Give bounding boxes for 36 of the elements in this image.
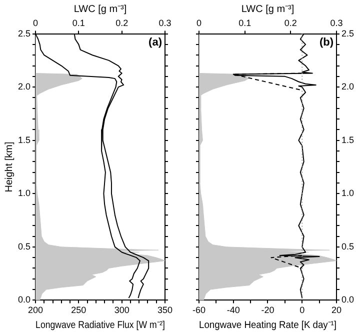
y-tick-label: 2.0 <box>341 82 354 92</box>
x-tick-label: 20 <box>331 305 342 316</box>
y-tick-label: 1.0 <box>341 188 354 198</box>
x2-axis-title: LWC [g m⁻³] <box>74 4 127 15</box>
annotation: (b) <box>319 36 334 48</box>
y-tick-label: 2.5 <box>341 28 354 38</box>
x2-tick-label: 0.1 <box>72 18 85 28</box>
x-tick-label: 300 <box>114 305 130 316</box>
x-tick-label: -40 <box>226 305 240 316</box>
x-tick-label: 200 <box>28 305 44 316</box>
annotation: (a) <box>148 36 162 48</box>
y-tick-label: 1.5 <box>18 134 31 145</box>
x-axis-title: Longwave Radiative Flux [W m⁻²] <box>36 318 165 330</box>
x-tick-label: 250 <box>71 305 86 316</box>
x-tick-label: -60 <box>192 305 206 316</box>
x2-tick-label: 0.1 <box>238 18 252 28</box>
x-tick-label: 0 <box>300 305 305 316</box>
x2-tick-label: 0.2 <box>116 18 128 28</box>
x2-tick-label: 0 <box>196 18 202 28</box>
x2-tick-label: 0.3 <box>158 18 172 28</box>
y-tick-label: 0.5 <box>341 241 354 252</box>
x2-tick-label: 0.3 <box>330 18 343 28</box>
y-tick-label: 0.5 <box>18 241 31 252</box>
y-tick-label: 1.0 <box>18 188 31 198</box>
x2-tick-label: 0 <box>33 18 38 28</box>
x-axis-title: Longwave Heating Rate [K day⁻¹] <box>199 319 336 331</box>
y-tick-label: 1.5 <box>341 134 354 145</box>
x2-axis-title: LWC [g m⁻³] <box>241 4 294 15</box>
y-tick-label: 2.0 <box>18 82 31 92</box>
x-tick-label: -20 <box>261 305 274 316</box>
y-tick-label: 0.0 <box>341 294 354 305</box>
x2-tick-label: 0.2 <box>284 18 297 28</box>
y-tick-label: 0.0 <box>18 294 31 305</box>
y-axis-title: Height [km] <box>4 141 15 192</box>
y-tick-label: 2.5 <box>18 28 31 38</box>
x-tick-label: 350 <box>157 305 173 316</box>
